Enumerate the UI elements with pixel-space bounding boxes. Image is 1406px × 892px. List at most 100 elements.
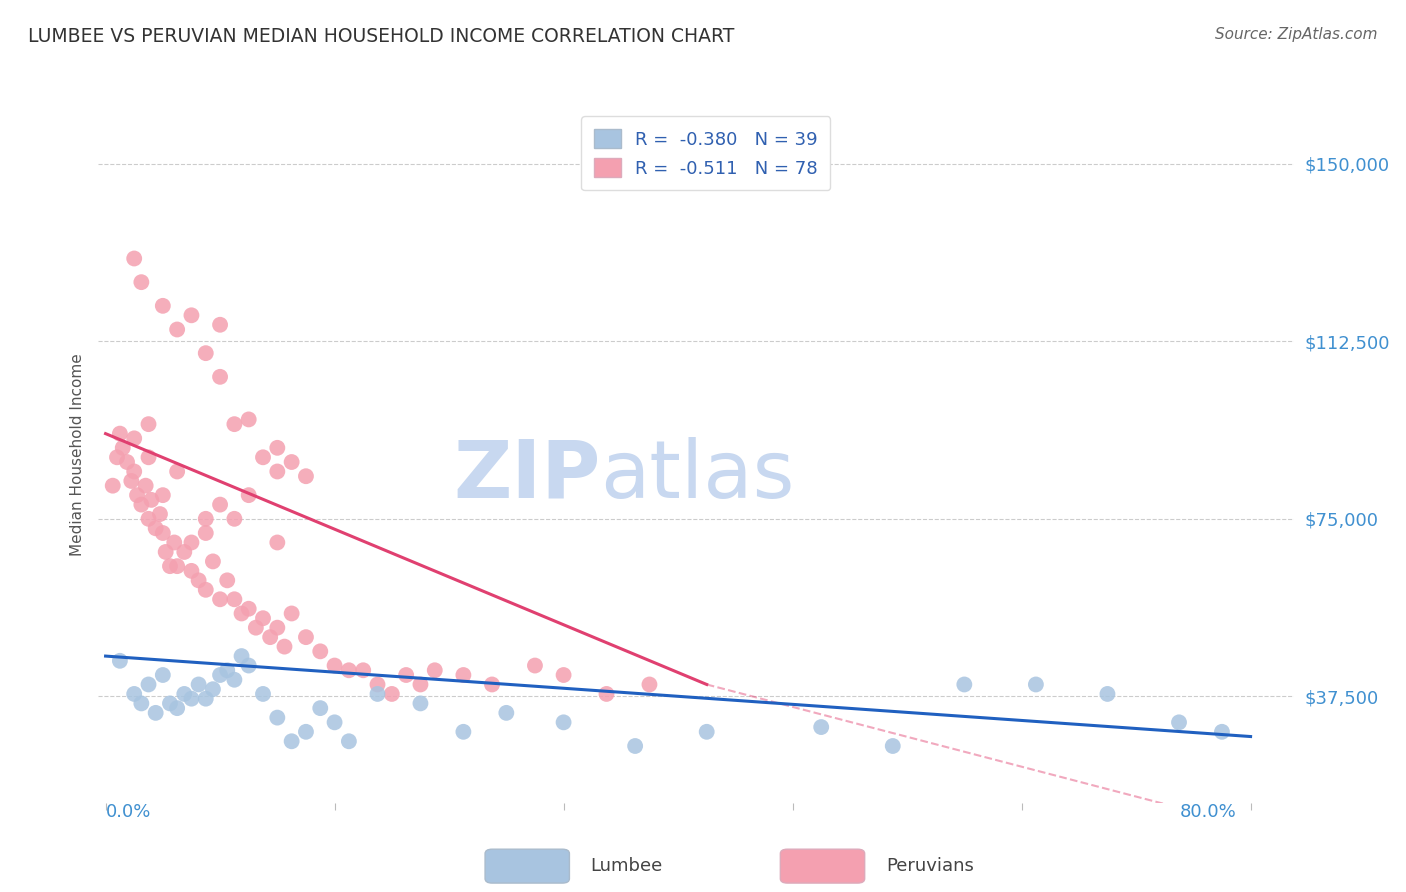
Point xyxy=(120,474,142,488)
Point xyxy=(145,521,167,535)
Point xyxy=(152,488,174,502)
Point xyxy=(395,668,418,682)
Point xyxy=(152,668,174,682)
Point xyxy=(187,677,209,691)
Point xyxy=(553,668,575,682)
Text: Peruvians: Peruvians xyxy=(886,857,973,875)
Point xyxy=(266,621,288,635)
Point xyxy=(108,426,131,441)
Point xyxy=(252,450,274,465)
Point xyxy=(152,526,174,541)
Point xyxy=(323,658,346,673)
Point xyxy=(381,687,404,701)
Point xyxy=(224,592,246,607)
Point xyxy=(122,252,145,266)
Point xyxy=(696,724,718,739)
Point xyxy=(209,498,232,512)
Point xyxy=(166,701,188,715)
Point xyxy=(111,441,134,455)
Legend: R =  -0.380   N = 39, R =  -0.511   N = 78: R = -0.380 N = 39, R = -0.511 N = 78 xyxy=(581,116,831,190)
Point xyxy=(194,346,217,360)
Point xyxy=(131,697,153,711)
Point xyxy=(1211,724,1233,739)
Point xyxy=(309,644,332,658)
Text: LUMBEE VS PERUVIAN MEDIAN HOUSEHOLD INCOME CORRELATION CHART: LUMBEE VS PERUVIAN MEDIAN HOUSEHOLD INCO… xyxy=(28,27,734,45)
Point xyxy=(180,308,202,322)
Point xyxy=(187,574,209,588)
Point xyxy=(423,663,446,677)
Point xyxy=(115,455,138,469)
Point xyxy=(152,299,174,313)
Point xyxy=(1025,677,1047,691)
Point xyxy=(238,658,260,673)
Point xyxy=(337,663,360,677)
Point xyxy=(810,720,832,734)
Point xyxy=(138,450,160,465)
Point xyxy=(266,465,288,479)
Text: atlas: atlas xyxy=(600,437,794,515)
Point xyxy=(295,724,318,739)
Point xyxy=(367,677,389,691)
Point xyxy=(194,582,217,597)
Point xyxy=(131,275,153,289)
Point xyxy=(238,601,260,615)
Point xyxy=(217,663,239,677)
Point xyxy=(953,677,976,691)
Point xyxy=(173,687,195,701)
Point xyxy=(409,697,432,711)
Point xyxy=(280,734,302,748)
Point xyxy=(108,654,131,668)
Point xyxy=(481,677,503,691)
Point xyxy=(180,535,202,549)
Point xyxy=(280,455,302,469)
Point xyxy=(238,488,260,502)
Point xyxy=(1168,715,1191,730)
Point xyxy=(224,512,246,526)
Point xyxy=(217,574,239,588)
Point xyxy=(231,649,253,664)
Point xyxy=(194,512,217,526)
Point xyxy=(1097,687,1119,701)
Point xyxy=(125,488,148,502)
Point xyxy=(295,469,318,483)
Point xyxy=(367,687,389,701)
Point xyxy=(149,507,172,521)
Text: Lumbee: Lumbee xyxy=(591,857,662,875)
Point xyxy=(101,478,124,492)
Point xyxy=(409,677,432,691)
Point xyxy=(280,607,302,621)
Point xyxy=(309,701,332,715)
Point xyxy=(209,592,232,607)
Point xyxy=(201,554,224,568)
Point xyxy=(173,545,195,559)
Point xyxy=(138,417,160,432)
Point xyxy=(131,498,153,512)
Point xyxy=(252,611,274,625)
Point xyxy=(337,734,360,748)
Text: ZIP: ZIP xyxy=(453,437,600,515)
Point xyxy=(209,318,232,332)
Point xyxy=(624,739,647,753)
Point xyxy=(595,687,617,701)
Point xyxy=(194,526,217,541)
Point xyxy=(209,668,232,682)
Point xyxy=(166,322,188,336)
Point xyxy=(352,663,374,677)
Point xyxy=(180,564,202,578)
Point xyxy=(231,607,253,621)
Y-axis label: Median Household Income: Median Household Income xyxy=(69,353,84,557)
Point xyxy=(194,691,217,706)
Point xyxy=(259,630,281,644)
Point xyxy=(145,706,167,720)
Point xyxy=(882,739,904,753)
Point xyxy=(323,715,346,730)
Point xyxy=(159,697,181,711)
Point xyxy=(266,535,288,549)
Point xyxy=(122,687,145,701)
Point xyxy=(135,478,157,492)
Point xyxy=(453,668,475,682)
Point xyxy=(224,673,246,687)
Point xyxy=(266,710,288,724)
Point xyxy=(252,687,274,701)
Point xyxy=(453,724,475,739)
